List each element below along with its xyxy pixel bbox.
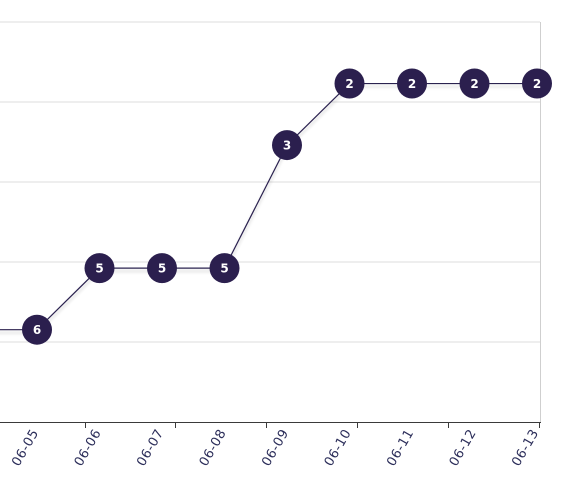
data-label-06-07: 5 [158, 262, 166, 276]
x-tick-label-06-12: 06-12 [447, 427, 480, 469]
data-point-06-13[interactable] [522, 68, 552, 99]
data-point-06-09[interactable] [272, 130, 302, 161]
x-tick-label-06-10: 06-10 [322, 427, 355, 469]
data-label-06-06: 5 [95, 262, 103, 276]
data-label-06-12: 2 [470, 77, 478, 91]
data-label-06-08: 5 [220, 262, 228, 276]
x-axis-tick-labels: 06-05 06-06 06-07 06-08 06-09 06-10 06-11 06-12… [9, 427, 542, 469]
series-line-1 [0, 82, 537, 331]
data-point-06-07[interactable] [147, 253, 177, 284]
x-tick-label-06-13: 06-13 [509, 427, 542, 469]
data-point-06-10[interactable] [334, 68, 365, 99]
data-point-06-11[interactable] [397, 68, 427, 99]
data-point-06-05[interactable] [22, 314, 52, 345]
x-tick-label-06-11: 06-11 [384, 427, 417, 469]
x-tick-label-06-06: 06-06 [72, 427, 105, 469]
x-tick-label-06-07: 06-07 [134, 427, 167, 469]
data-label-06-09: 3 [283, 139, 291, 153]
x-tick-label-06-08: 06-08 [197, 427, 230, 469]
x-tick-label-06-09: 06-09 [259, 427, 292, 469]
data-label-06-11: 2 [408, 77, 416, 91]
data-point-06-12[interactable] [459, 68, 490, 99]
data-point-06-08[interactable] [209, 253, 240, 284]
series-line-group [0, 82, 537, 331]
data-label-06-13: 2 [533, 77, 541, 91]
data-label-06-05: 6 [33, 323, 41, 337]
data-label-06-10: 2 [345, 77, 353, 91]
data-point-06-06[interactable] [84, 253, 115, 284]
grid-lines [0, 21, 540, 343]
x-tick-label-06-05: 06-05 [9, 427, 42, 469]
data-points: 6 5 5 5 3 2 2 2 2 [22, 68, 552, 345]
